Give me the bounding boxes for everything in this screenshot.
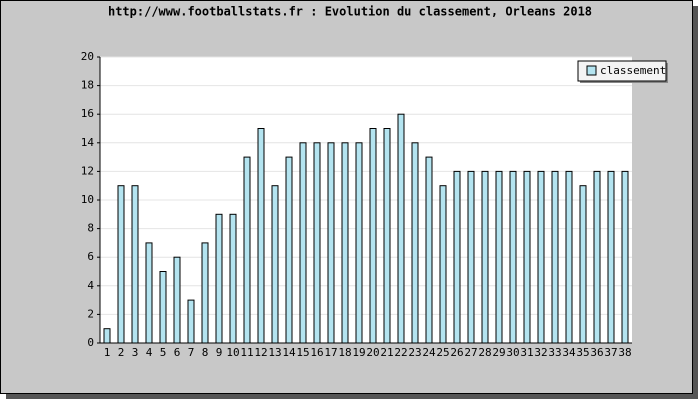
y-tick-label: 6 (87, 250, 94, 263)
x-tick-label: 6 (174, 346, 181, 359)
x-tick-label: 11 (240, 346, 253, 359)
x-tick-label: 17 (324, 346, 337, 359)
x-tick-label: 10 (226, 346, 239, 359)
x-tick-label: 32 (534, 346, 547, 359)
x-tick-label: 24 (422, 346, 436, 359)
bar (383, 128, 391, 344)
bar (537, 170, 545, 344)
bar (411, 142, 419, 344)
x-tick-label: 1 (104, 346, 111, 359)
x-tick-label: 34 (562, 346, 576, 359)
bar (593, 170, 601, 344)
x-tick-label: 7 (188, 346, 195, 359)
bar (341, 142, 349, 344)
bar (397, 113, 405, 344)
y-tick-label: 0 (87, 336, 94, 349)
x-tick-label: 3 (132, 346, 139, 359)
x-tick-label: 12 (254, 346, 267, 359)
bar (453, 170, 461, 344)
x-tick-label: 18 (338, 346, 351, 359)
x-tick-label: 5 (160, 346, 167, 359)
bar (509, 170, 517, 344)
bar (159, 271, 167, 344)
x-tick-label: 22 (394, 346, 407, 359)
y-tick-label: 4 (87, 279, 94, 292)
bar (355, 142, 363, 344)
bar (285, 156, 293, 344)
x-tick-label: 31 (520, 346, 533, 359)
bar (551, 170, 559, 344)
x-tick-label: 16 (310, 346, 323, 359)
y-tick-label: 14 (81, 136, 95, 149)
chart-title: http://www.footballstats.fr : Evolution … (108, 5, 592, 19)
bar (145, 242, 153, 344)
x-tick-label: 14 (282, 346, 296, 359)
x-tick-label: 29 (492, 346, 505, 359)
y-tick-label: 8 (87, 222, 94, 235)
bar (173, 256, 181, 344)
bar (243, 156, 251, 344)
bar (201, 242, 209, 344)
y-tick-label: 16 (81, 107, 94, 120)
x-tick-label: 37 (604, 346, 617, 359)
x-tick-label: 27 (464, 346, 477, 359)
x-tick-label: 21 (380, 346, 393, 359)
legend-label: classement (600, 64, 666, 77)
x-tick-label: 15 (296, 346, 309, 359)
x-tick-label: 36 (590, 346, 603, 359)
bar (117, 185, 125, 344)
y-tick-label: 20 (81, 50, 94, 63)
bar (187, 299, 195, 344)
bar (299, 142, 307, 344)
legend-box (577, 60, 667, 82)
bar (229, 213, 237, 344)
legend-swatch (586, 65, 597, 76)
y-tick-label: 18 (81, 79, 94, 92)
bar (621, 170, 629, 344)
x-tick-label: 25 (436, 346, 449, 359)
y-tick-label: 2 (87, 307, 94, 320)
x-tick-label: 19 (352, 346, 365, 359)
x-tick-label: 9 (216, 346, 223, 359)
x-tick-label: 28 (478, 346, 491, 359)
x-tick-label: 23 (408, 346, 421, 359)
x-tick-label: 2 (118, 346, 125, 359)
bar (369, 128, 377, 344)
bar (607, 170, 615, 344)
x-tick-label: 20 (366, 346, 379, 359)
x-tick-label: 38 (618, 346, 631, 359)
bar (313, 142, 321, 344)
x-tick-label: 33 (548, 346, 561, 359)
x-tick-label: 30 (506, 346, 519, 359)
y-tick-label: 10 (81, 193, 94, 206)
bar (481, 170, 489, 344)
x-tick-label: 13 (268, 346, 281, 359)
x-tick-label: 35 (576, 346, 589, 359)
y-tick-label: 12 (81, 164, 94, 177)
bar (425, 156, 433, 344)
bar (271, 185, 279, 344)
bar (495, 170, 503, 344)
bar (565, 170, 573, 344)
bar (257, 128, 265, 344)
bar (467, 170, 475, 344)
x-tick-label: 26 (450, 346, 463, 359)
bar (215, 213, 223, 344)
bar (327, 142, 335, 344)
bar (523, 170, 531, 344)
x-tick-label: 4 (146, 346, 153, 359)
x-tick-label: 8 (202, 346, 209, 359)
bar (439, 185, 447, 344)
bar (579, 185, 587, 344)
bar (131, 185, 139, 344)
bar (103, 328, 111, 344)
